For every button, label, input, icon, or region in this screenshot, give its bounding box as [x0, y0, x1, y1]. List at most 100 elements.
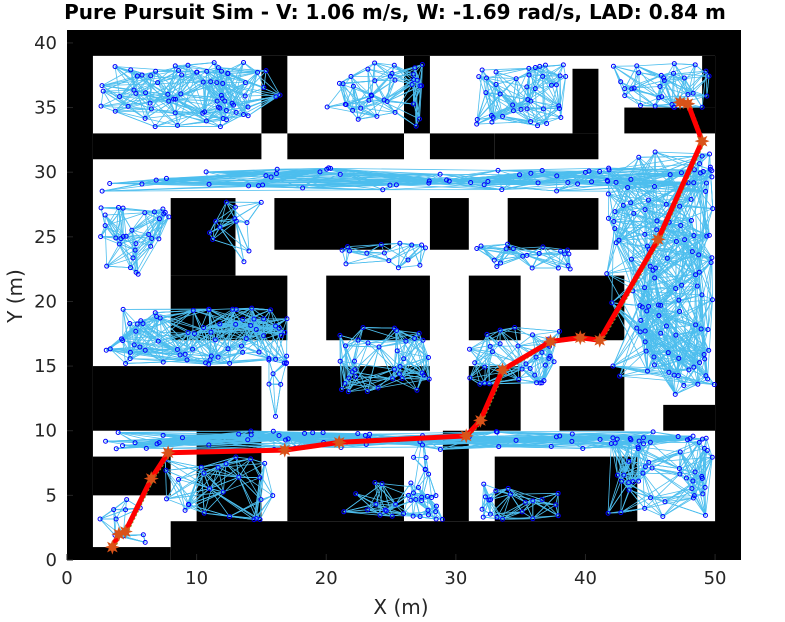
roadmap-edge [481, 69, 514, 111]
roadmap-edge [135, 331, 141, 348]
roadmap-node [219, 95, 225, 101]
roadmap-node [146, 231, 152, 237]
roadmap-edge [104, 225, 108, 267]
roadmap-edge [101, 85, 120, 97]
roadmap-edge [222, 463, 227, 493]
roadmap-node [610, 63, 616, 69]
roadmap-edge [693, 497, 706, 516]
roadmap-node [698, 326, 704, 332]
roadmap-edge [487, 179, 608, 182]
roadmap-edge [623, 439, 632, 476]
obstacle-wall [67, 30, 741, 56]
roadmap-edge [661, 70, 707, 76]
roadmap-edge [660, 333, 708, 380]
roadmap-edge [655, 268, 680, 359]
roadmap-edge [613, 212, 634, 222]
roadmap-edge [223, 477, 261, 493]
roadmap-edge [644, 507, 663, 517]
roadmap-edge [144, 316, 157, 351]
roadmap-edge [387, 101, 414, 105]
roadmap-edge [675, 241, 677, 289]
roadmap-edge [220, 114, 244, 127]
roadmap-edge [513, 110, 547, 124]
roadmap-edge [490, 493, 511, 515]
roadmap-edge [485, 92, 513, 106]
roadmap-edge [163, 359, 188, 363]
roadmap-edge [608, 193, 631, 204]
roadmap-edge [481, 484, 485, 510]
roadmap-edge [246, 318, 288, 339]
roadmap-edge [218, 463, 265, 468]
roadmap-edge [419, 244, 422, 266]
roadmap-edge [142, 310, 194, 325]
roadmap-edge [632, 290, 669, 353]
roadmap-edge [650, 254, 699, 267]
roadmap-edge [661, 96, 675, 108]
roadmap-node [240, 349, 246, 355]
roadmap-edge [154, 211, 160, 220]
roadmap-edge [253, 318, 260, 353]
roadmap-edge [692, 64, 696, 94]
obstacle-wall [287, 133, 404, 160]
roadmap-node [245, 113, 251, 119]
roadmap-edge [486, 77, 527, 88]
roadmap-node [125, 103, 131, 109]
roadmap-edge [215, 221, 221, 228]
roadmap-node [217, 105, 223, 111]
roadmap-node [699, 153, 705, 159]
roadmap-node [505, 241, 511, 247]
roadmap-edge [210, 309, 237, 357]
roadmap-edge [374, 62, 395, 66]
roadmap-node [139, 181, 145, 187]
roadmap-node [107, 180, 113, 186]
roadmap-edge [386, 84, 413, 102]
roadmap-edge [106, 243, 120, 267]
roadmap-edge [233, 94, 281, 106]
roadmap-edge [680, 225, 696, 275]
roadmap-edge [469, 348, 485, 368]
roadmap-edge [615, 442, 680, 469]
roadmap-edge [181, 74, 204, 114]
roadmap-edge [476, 92, 487, 125]
roadmap-node [605, 215, 611, 221]
roadmap-node [706, 73, 712, 79]
roadmap-edge [411, 244, 421, 266]
roadmap-edge [490, 499, 503, 520]
roadmap-edge [628, 442, 651, 462]
roadmap-edge [644, 287, 715, 385]
roadmap-node [156, 236, 162, 242]
roadmap-edge [517, 345, 537, 358]
roadmap-edge [671, 73, 674, 105]
roadmap-node [558, 248, 564, 254]
roadmap-edge [486, 334, 490, 384]
roadmap-edge [624, 86, 660, 90]
roadmap-node [695, 381, 701, 387]
roadmap-edge [638, 157, 670, 223]
roadmap-node [392, 77, 398, 83]
roadmap-node [651, 354, 657, 360]
roadmap-edge [673, 375, 676, 395]
roadmap-edge [408, 495, 429, 511]
roadmap-edge [497, 431, 639, 449]
roadmap-edge [119, 74, 143, 97]
roadmap-edge [115, 499, 127, 520]
roadmap-edge [608, 169, 624, 206]
roadmap-edge [632, 290, 648, 372]
roadmap-edge [687, 64, 696, 95]
roadmap-edge [428, 514, 437, 520]
roadmap-node [554, 188, 560, 194]
roadmap-edge [644, 209, 656, 269]
roadmap-edge [203, 476, 240, 514]
roadmap-node [678, 222, 684, 228]
roadmap-edge [608, 157, 640, 219]
roadmap-edge [654, 352, 669, 366]
roadmap-edge [624, 75, 662, 90]
roadmap-edge [428, 474, 433, 498]
roadmap-node [510, 246, 516, 252]
roadmap-edge [517, 338, 549, 347]
roadmap-node [223, 108, 229, 114]
roadmap-edge [642, 473, 664, 517]
roadmap-edge [150, 212, 166, 247]
roadmap-edge [534, 358, 550, 376]
roadmap-edge [246, 338, 270, 359]
